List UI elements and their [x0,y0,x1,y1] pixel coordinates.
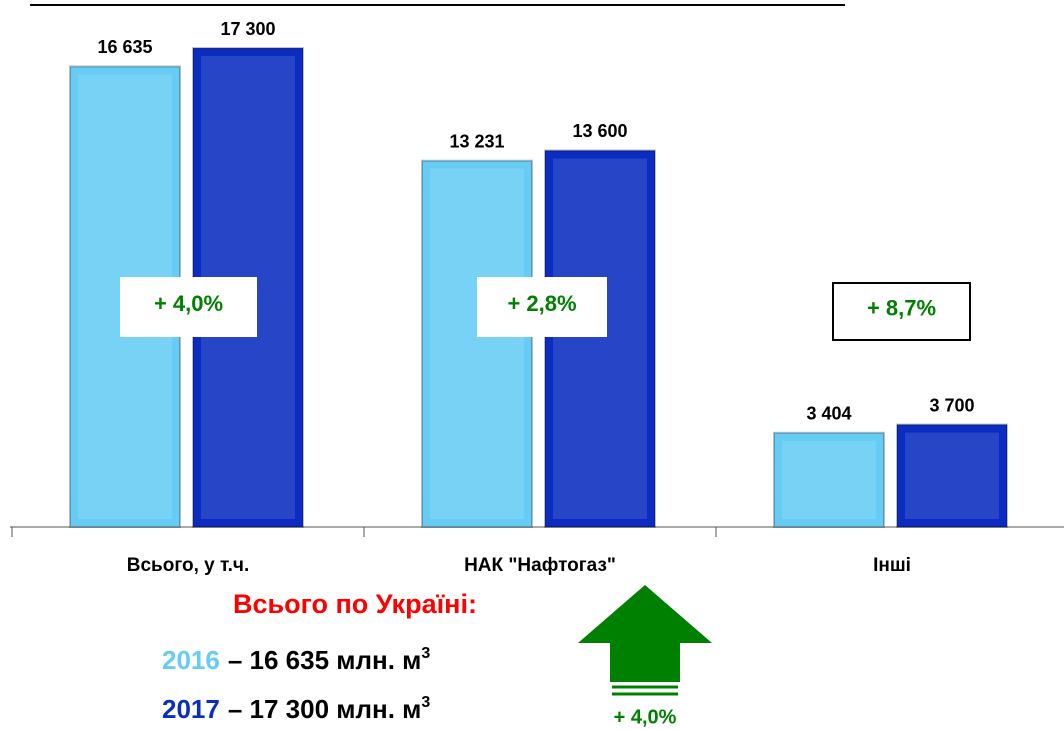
arrow-label: + 4,0% [614,706,677,728]
annotation-box [832,282,971,341]
summary-line: 2016 – 16 635 млн. м3 [162,645,430,675]
summary-text: – 17 300 млн. м [228,694,422,724]
summary-title: Всього по Україні: [233,589,477,619]
annotation: + 8,7% [867,295,936,320]
superscript: 3 [421,645,430,662]
annotation: + 2,8% [507,291,576,316]
value-label: 13 600 [572,121,627,141]
annotation: + 4,0% [154,291,223,316]
superscript: 3 [421,694,430,711]
bar-highlight [905,432,999,519]
value-label: 13 231 [449,131,504,151]
annotation-box [477,277,607,337]
annotation-box [120,277,257,337]
summary-text: – 16 635 млн. м [228,645,422,675]
bar [421,159,533,528]
value-label: 3 700 [929,395,974,415]
bar-highlight [553,158,647,519]
bar [896,423,1008,528]
value-label: 16 635 [97,37,152,57]
value-label: 3 404 [806,404,851,424]
x-tick-label: Інші [873,555,911,576]
bar [544,149,656,528]
x-tick-label: НАК "Нафтогаз" [464,555,616,576]
bar-highlight [782,440,876,519]
value-label: 17 300 [220,19,275,39]
year: 2016 [162,645,220,675]
bar-highlight [430,168,524,519]
bar [773,431,885,528]
x-tick-label: Всього, у т.ч. [127,555,249,576]
year: 2017 [162,694,220,724]
summary-line: 2017 – 17 300 млн. м3 [162,694,430,724]
up-arrow [578,585,712,682]
